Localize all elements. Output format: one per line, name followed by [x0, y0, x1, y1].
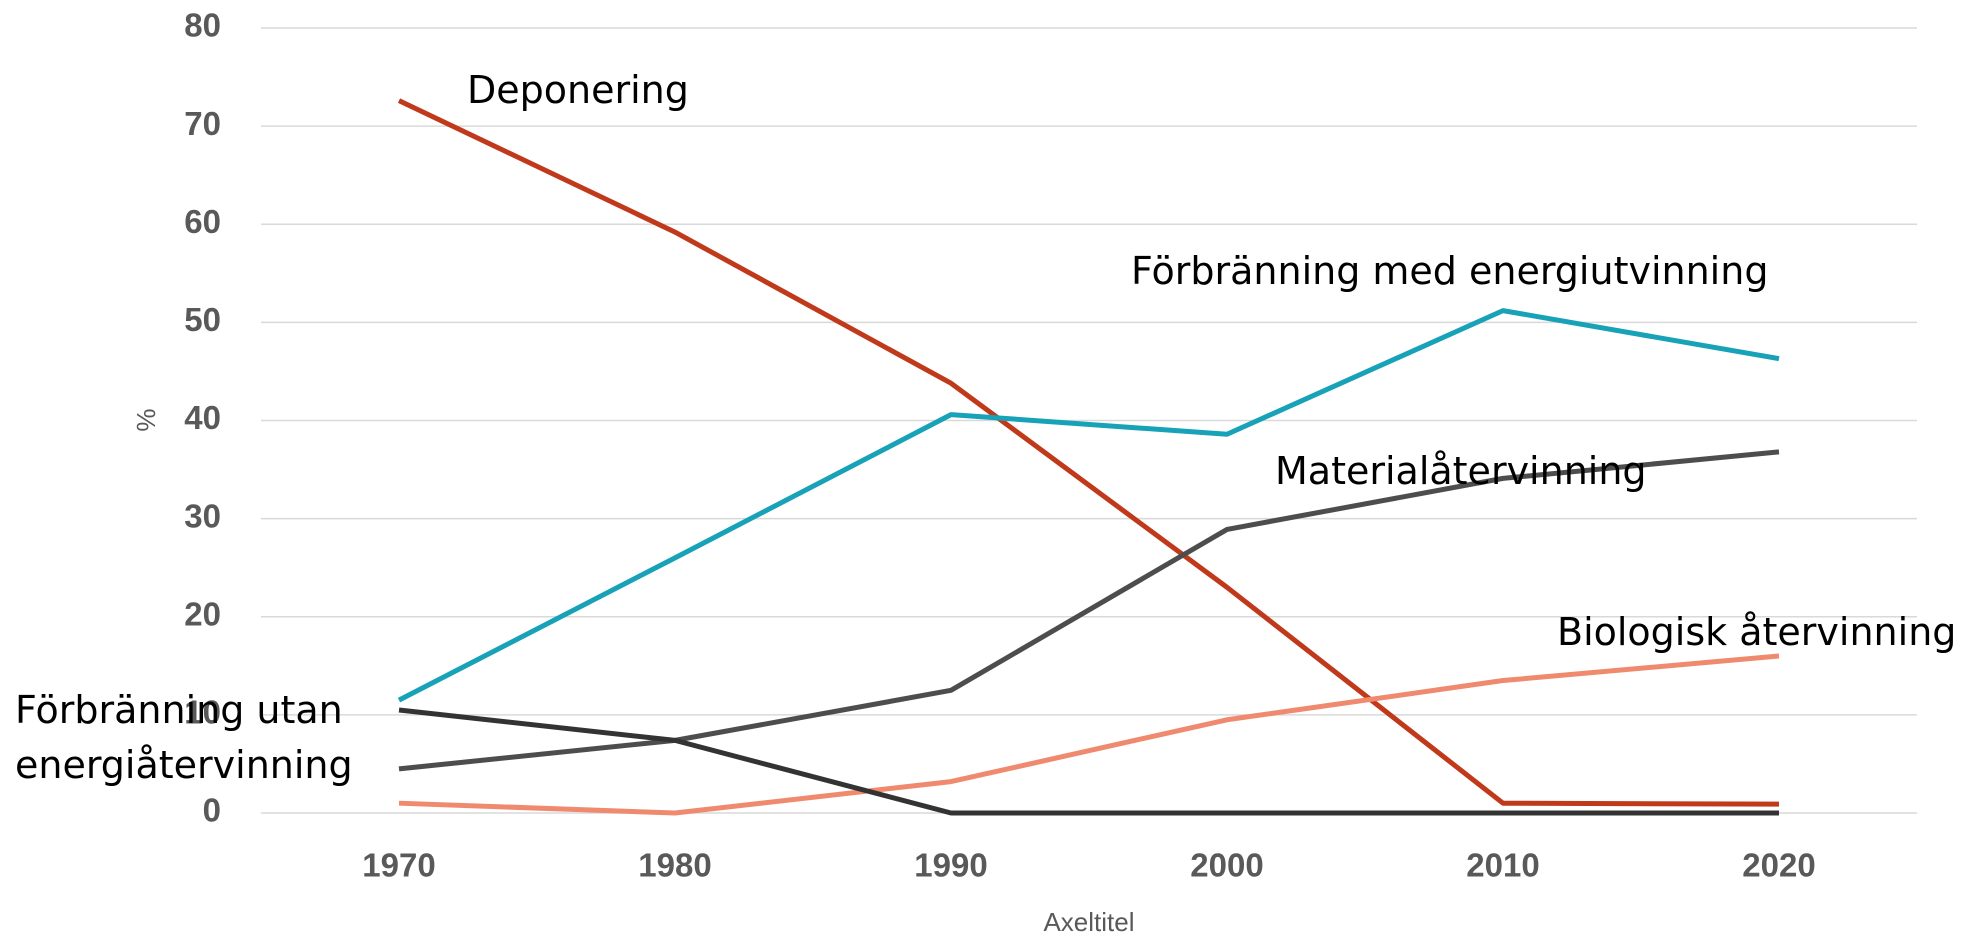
x-tick-label: 2020 [1742, 847, 1815, 884]
y-tick-label: 0 [203, 792, 221, 829]
x-tick-label: 2000 [1190, 847, 1263, 884]
x-tick-label: 1980 [638, 847, 711, 884]
x-tick-label: 2010 [1466, 847, 1539, 884]
x-axis-title: Axeltitel [1043, 907, 1134, 937]
x-tick-label: 1970 [362, 847, 435, 884]
y-tick-label: 40 [184, 399, 221, 436]
series-label: Materialåtervinning [1275, 449, 1647, 493]
series-line [398, 707, 1779, 816]
series-label: Biologisk återvinning [1557, 610, 1957, 654]
y-tick-label: 80 [184, 7, 221, 44]
y-tick-label: 30 [184, 497, 221, 534]
x-tick-label: 1990 [914, 847, 987, 884]
y-tick-label: 70 [184, 105, 221, 142]
series-label: Deponering [467, 68, 689, 112]
y-tick-label: 10 [184, 694, 221, 731]
series-label: Förbränning utan energiåtervinning [15, 688, 353, 787]
y-axis-title: % [131, 408, 161, 431]
y-tick-label: 20 [184, 595, 221, 632]
series-line [397, 98, 1780, 807]
y-tick-label: 60 [184, 203, 221, 240]
series-line [398, 653, 1780, 816]
series-line [398, 449, 1780, 772]
series-line [397, 308, 1780, 703]
y-tick-label: 50 [184, 301, 221, 338]
series-label: Förbränning med energiutvinning [1131, 249, 1769, 293]
